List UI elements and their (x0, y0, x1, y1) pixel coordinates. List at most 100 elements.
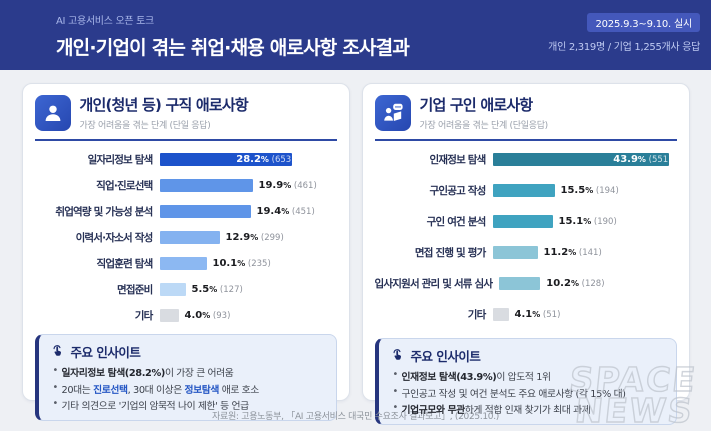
bar-row: 면접준비 5.5% (127) (35, 282, 337, 297)
bar-row: 입사지원서 관리 및 서류 심사 10.2% (128) (375, 276, 677, 291)
insight-header: 주요 인사이트 (389, 346, 666, 365)
bar (492, 246, 538, 259)
bar-track: 43.9% (551) (492, 153, 677, 166)
bar (159, 153, 292, 166)
insight-bullet: 일자리정보 탐색(28.2%)이 가장 큰 어려움 (53, 365, 326, 379)
bar-value: 5.5% (127) (191, 284, 243, 295)
insight-bullet: 기타 의견으로 '기업의 암묵적 나이 제한' 등 언급 (53, 398, 326, 412)
insight-title: 주요 인사이트 (70, 345, 141, 360)
panel-subtitle: 가장 어려움을 겪는 단계 (단일응답) (419, 121, 549, 131)
insight-bullet: 구인공고 작성 및 여건 분석도 주요 애로사항 (각 15% 대) (393, 386, 666, 400)
bar-label: 일자리정보 탐색 (87, 154, 154, 166)
bar-track: 15.1% (190) (492, 215, 677, 228)
bar (499, 277, 541, 290)
bar (492, 153, 669, 166)
panel-company-titles: 기업 구인 애로사항 가장 어려움을 겪는 단계 (단일응답) (419, 94, 549, 131)
bar-row: 일자리정보 탐색 28.2% (653) (35, 152, 337, 167)
bar-value: 19.4% (451) (256, 206, 315, 217)
bar (159, 257, 207, 270)
bar-row: 직업·진로선택 19.9% (461) (35, 178, 337, 193)
bar (159, 205, 251, 218)
bar (492, 184, 555, 197)
bar-value: 10.2% (128) (546, 278, 605, 289)
panels-container: 개인(청년 등) 구직 애로사항 가장 어려움을 겪는 단계 (단일 응답) 일… (0, 83, 711, 425)
bar-value: 4.0% (93) (184, 310, 231, 321)
respondents-count: 개인 2,319명 / 기업 1,255개사 응답 (548, 42, 700, 53)
bar-label: 이력서·자소서 작성 (75, 232, 154, 244)
bar-track: 10.1% (235) (159, 257, 300, 270)
bar-track: 5.5% (127) (159, 283, 300, 296)
bar-label: 면접준비 (117, 284, 153, 296)
source-citation: 자료원: 고용노동부, 「AI 고용서비스 대국민 수요조사 결과보고」, (2… (211, 412, 499, 422)
bar-row: 취업역량 및 가능성 분석 19.4% (451) (35, 204, 337, 219)
bar-value: 12.9% (299) (225, 232, 284, 243)
bar-label: 취업역량 및 가능성 분석 (55, 206, 153, 218)
panel-company-header: 기업 구인 애로사항 가장 어려움을 겪는 단계 (단일응답) (374, 94, 677, 141)
bar-track: 4.1% (51) (492, 308, 677, 321)
bar-row: 구인공고 작성 15.5% (194) (375, 183, 677, 198)
bar-row: 직업훈련 탐색 10.1% (235) (35, 256, 337, 271)
bar-value: 10.1% (235) (212, 258, 271, 269)
bar-label: 면접 진행 및 평가 (414, 247, 486, 259)
bar-row: 기타 4.1% (51) (375, 307, 677, 322)
header-banner: AI 고용서비스 오픈 토크 개인·기업이 겪는 취업·채용 애로사항 조사결과… (0, 0, 711, 70)
insight-box-company: 주요 인사이트 인재정보 탐색(43.9%)이 압도적 1위구인공고 작성 및 … (374, 338, 677, 425)
bar-value: 19.9% (461) (258, 180, 317, 191)
bar-label: 구인공고 작성 (429, 185, 486, 197)
bar-label: 기타 (134, 310, 154, 322)
bar (159, 283, 186, 296)
bar-track: 12.9% (299) (159, 231, 300, 244)
bar-row: 면접 진행 및 평가 11.2% (141) (375, 245, 677, 260)
bar (159, 179, 253, 192)
header-meta: 2025.9.3~9.10. 실시 개인 2,319명 / 기업 1,255개사… (548, 12, 700, 53)
survey-period-badge: 2025.9.3~9.10. 실시 (587, 13, 700, 32)
bar-label: 입사지원서 관리 및 서류 심사 (374, 278, 494, 290)
bar-label: 기타 (467, 309, 487, 321)
panel-title: 기업 구인 애로사항 (419, 96, 534, 114)
page-title: 개인·기업이 겪는 취업·채용 애로사항 조사결과 (56, 37, 410, 59)
bar-value: 15.1% (190) (558, 216, 617, 227)
panel-subtitle: 가장 어려움을 겪는 단계 (단일 응답) (79, 121, 211, 131)
bar-row: 기타 4.0% (93) (35, 308, 337, 323)
bar-value: 28.2% (653) (236, 154, 295, 165)
bar-track: 19.9% (461) (159, 179, 317, 192)
bar-label: 직업·진로선택 (96, 180, 153, 192)
bar-chart-company: 인재정보 탐색 43.9% (551) 구인공고 작성 15.5% (194) 구인 여… (375, 152, 677, 322)
panel-individual-header: 개인(청년 등) 구직 애로사항 가장 어려움을 겪는 단계 (단일 응답) (34, 94, 337, 141)
person-icon (34, 94, 71, 131)
bar-track: 11.2% (141) (492, 246, 677, 259)
bar-track: 15.5% (194) (492, 184, 677, 197)
panel-title: 개인(청년 등) 구직 애로사항 (79, 96, 249, 114)
insight-box-individual: 주요 인사이트 일자리정보 탐색(28.2%)이 가장 큰 어려움 20대는 진로… (34, 334, 337, 421)
recruiter-chat-icon (374, 94, 411, 131)
bar-label: 인재정보 탐색 (429, 154, 486, 166)
panel-company: 기업 구인 애로사항 가장 어려움을 겪는 단계 (단일응답) 인재정보 탐색 4… (361, 83, 690, 425)
header-kicker: AI 고용서비스 오픈 토크 (56, 16, 154, 27)
panel-individual: 개인(청년 등) 구직 애로사항 가장 어려움을 겪는 단계 (단일 응답) 일… (21, 83, 350, 421)
bar-row: 구인 여건 분석 15.1% (190) (375, 214, 677, 229)
click-insight-icon (49, 342, 65, 361)
insight-title: 주요 인사이트 (410, 349, 481, 364)
click-insight-icon (389, 346, 405, 365)
insight-list-individual: 일자리정보 탐색(28.2%)이 가장 큰 어려움 20대는 진로선택, 30대 … (49, 365, 326, 412)
insight-bullet: 20대는 진로선택, 30대 이상은 정보탐색 애로 호소 (53, 382, 326, 396)
insight-list-company: 인재정보 탐색(43.9%)이 압도적 1위구인공고 작성 및 여건 분석도 주… (389, 369, 666, 416)
bar-chart-individual: 일자리정보 탐색 28.2% (653) 직업·진로선택 19.9% (461) 취업역… (35, 152, 337, 323)
insight-bullet: 기업규모와 무관하게 적합 인재 찾기가 최대 과제 (393, 402, 666, 416)
bar (492, 308, 509, 321)
bar-row: 이력서·자소서 작성 12.9% (299) (35, 230, 337, 245)
bar (159, 231, 220, 244)
panel-individual-titles: 개인(청년 등) 구직 애로사항 가장 어려움을 겪는 단계 (단일 응답) (79, 94, 249, 131)
bar-track: 4.0% (93) (159, 309, 300, 322)
insight-header: 주요 인사이트 (49, 342, 326, 361)
insight-bullet: 인재정보 탐색(43.9%)이 압도적 1위 (393, 369, 666, 383)
bar (492, 215, 553, 228)
bar-value: 15.5% (194) (560, 185, 619, 196)
bar-label: 구인 여건 분석 (426, 216, 487, 228)
bar-value: 43.9% (551) (613, 154, 672, 165)
bar-label: 직업훈련 탐색 (96, 258, 153, 270)
bar-value: 4.1% (51) (514, 309, 561, 320)
bar-value: 11.2% (141) (543, 247, 602, 258)
bar-track: 10.2% (128) (499, 277, 683, 290)
